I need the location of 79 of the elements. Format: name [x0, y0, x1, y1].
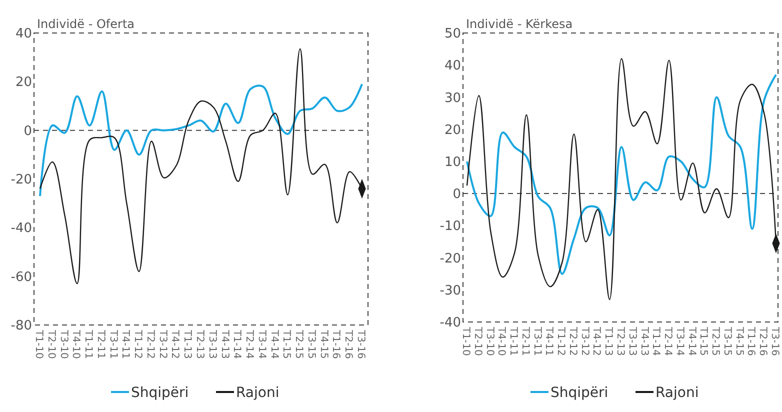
x-tick-label: T2-13	[194, 329, 205, 359]
x-tick-label: T4-13	[638, 326, 650, 356]
x-tick-label: T2-11	[94, 329, 106, 359]
y-tick-label: 40	[444, 58, 461, 74]
y-tick-label: 20	[15, 75, 32, 90]
legend-label: Rajoni	[236, 384, 280, 401]
x-tick-label: T2-14	[662, 326, 674, 356]
x-tick-label: T1-14	[650, 326, 662, 356]
y-tick-label: -40	[440, 316, 461, 331]
x-tick-label: T1-16	[745, 326, 756, 356]
x-tick-label: T1-16	[330, 329, 342, 359]
x-tick-label: T3-14	[256, 329, 267, 359]
x-tick-label: T4-15	[733, 326, 744, 356]
x-tick-label: T1-14	[231, 329, 242, 359]
x-tick-label: T1-13	[602, 326, 614, 356]
x-tick-label: T2-13	[614, 326, 626, 356]
chart-title: Individë - Oferta	[37, 17, 135, 31]
x-tick-label: T3-15	[721, 326, 732, 356]
y-tick-label: 10	[444, 154, 461, 170]
x-tick-label: T2-16	[342, 329, 354, 359]
legend-label: Shqipëri	[131, 384, 189, 401]
y-tick-label: 0	[452, 187, 461, 202]
x-tick-label: T4-13	[218, 329, 230, 359]
y-tick-label: 0	[24, 124, 32, 139]
x-tick-label: T3-15	[305, 329, 316, 359]
x-tick-label: T3-11	[531, 326, 542, 356]
line-series	[39, 83, 363, 198]
x-tick-label: T2-14	[244, 329, 255, 359]
x-tick-label: T3-14	[674, 326, 685, 356]
x-tick-label: T3-13	[206, 329, 218, 359]
legend-label: Shqipëri	[550, 384, 608, 401]
x-tick-label: T2-10	[45, 329, 56, 359]
x-tick-label: T1-13	[182, 329, 193, 359]
line-series	[466, 74, 777, 275]
x-tick-label: T4-12	[169, 329, 180, 359]
x-tick-label: T4-10	[496, 326, 507, 356]
x-tick-label: T2-15	[710, 326, 721, 356]
x-tick-label: T2-16	[757, 326, 768, 356]
x-tick-label: T2-10	[472, 326, 483, 356]
x-tick-label: T3-11	[107, 329, 118, 359]
x-tick-label: T4-14	[686, 326, 697, 356]
x-tick-label: T1-11	[508, 326, 519, 356]
x-tick-label: T3-10	[58, 329, 69, 359]
x-tick-label: T3-12	[578, 326, 590, 356]
x-tick-label: T3-13	[626, 326, 638, 356]
x-tick-label: T4-14	[268, 329, 280, 359]
y-tick-label: 20	[444, 122, 461, 138]
x-tick-label: T3-16	[355, 329, 366, 359]
x-tick-label: T4-11	[543, 326, 554, 356]
x-tick-label: T1-12	[132, 329, 144, 359]
y-tick-label: 40	[15, 26, 32, 42]
x-tick-label: T1-10	[33, 329, 44, 359]
chart-title: Individë - Kërkesa	[466, 17, 573, 31]
y-tick-label: 50	[444, 26, 461, 42]
x-tick-label: T4-12	[590, 326, 602, 356]
x-tick-label: T2-12	[566, 326, 578, 356]
y-tick-label: -20	[10, 172, 32, 188]
x-tick-label: T2-12	[144, 329, 156, 359]
x-tick-label: T4-10	[70, 329, 82, 359]
y-tick-label: -10	[440, 219, 461, 234]
x-tick-label: T1-15	[280, 329, 292, 359]
x-tick-label: T1-11	[82, 329, 94, 359]
y-tick-label: -60	[10, 270, 32, 285]
x-tick-label: T2-11	[519, 326, 530, 356]
x-tick-label: T1-12	[555, 326, 566, 356]
x-tick-label: T3-12	[156, 329, 168, 359]
x-tick-label: T1-15	[698, 326, 709, 356]
y-tick-label: -30	[440, 283, 461, 298]
x-tick-label: T1-10	[460, 326, 471, 356]
y-tick-label: -80	[10, 318, 32, 334]
y-tick-label: 30	[444, 90, 461, 106]
x-tick-label: T2-15	[293, 329, 304, 359]
x-tick-label: T3-16	[769, 326, 780, 356]
x-tick-label: T4-11	[120, 329, 131, 359]
x-tick-label: T4-15	[318, 329, 329, 359]
y-tick-label: -40	[10, 221, 32, 236]
x-tick-label: T3-10	[484, 326, 495, 356]
legend-label: Rajoni	[656, 384, 699, 401]
y-tick-label: -20	[440, 251, 461, 266]
